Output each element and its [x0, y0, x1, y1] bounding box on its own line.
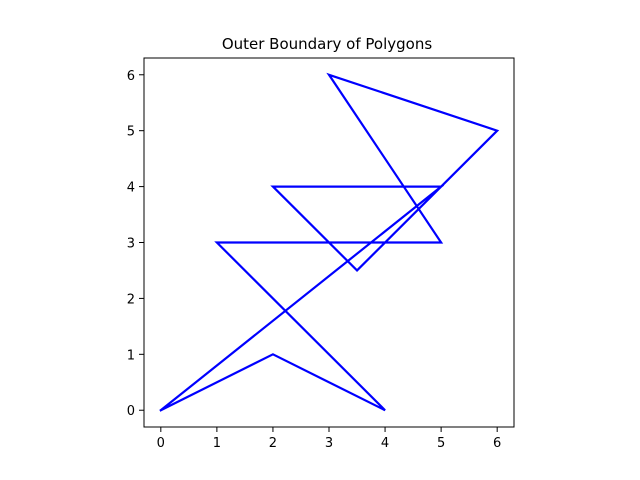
y-tick-label-1: 1 [127, 348, 135, 363]
x-tick-label-5: 5 [437, 436, 445, 451]
y-tick-label-6: 6 [127, 69, 135, 84]
x-tick-label-2: 2 [269, 436, 277, 451]
x-tick-label-1: 1 [213, 436, 221, 451]
x-tick-label-3: 3 [325, 436, 333, 451]
plot-area: 0 1 2 3 4 5 6 0 1 2 3 4 5 6 [127, 57, 515, 451]
y-tick-label-0: 0 [127, 404, 135, 419]
series-line-0 [159, 72, 500, 412]
chart-title: Outer Boundary of Polygons [222, 35, 433, 53]
y-tick-label-4: 4 [127, 181, 135, 196]
x-tick-label-4: 4 [381, 436, 389, 451]
x-tick-label-6: 6 [493, 436, 501, 451]
x-tick-label-0: 0 [157, 436, 165, 451]
y-tick-label-3: 3 [127, 237, 135, 252]
y-tick-label-2: 2 [127, 292, 135, 307]
y-tick-label-5: 5 [127, 125, 135, 140]
